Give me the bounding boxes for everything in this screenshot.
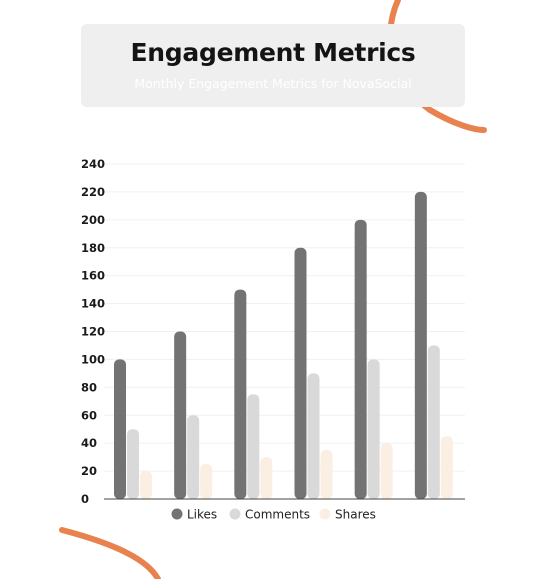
- bar-shares: [440, 436, 453, 499]
- bar-shares: [140, 471, 152, 499]
- y-axis-ticks: 0 20 40 60 80 100 120 140 160 180 200 220 240: [81, 157, 105, 506]
- bar-likes: [234, 289, 247, 499]
- y-tick-label: 20: [81, 464, 97, 478]
- bar-shares: [320, 450, 333, 499]
- title-box: Engagement Metrics Monthly Engagement Me…: [81, 24, 465, 107]
- legend-marker-comments: [229, 508, 241, 520]
- y-tick-label: 100: [81, 352, 105, 366]
- legend-marker-shares: [319, 508, 331, 520]
- bar-likes: [174, 331, 187, 499]
- legend-label-likes: Likes: [187, 508, 217, 522]
- y-tick-label: 220: [81, 185, 105, 199]
- y-tick-label: 200: [81, 213, 105, 227]
- gridlines: [104, 163, 465, 472]
- y-tick-label: 0: [81, 492, 89, 506]
- legend: Likes Comments Shares: [171, 508, 376, 522]
- bar-comments: [247, 394, 260, 499]
- y-tick-label: 40: [81, 436, 97, 450]
- bar-comments: [187, 415, 200, 499]
- bar-comments: [307, 373, 320, 499]
- y-tick-label: 140: [81, 297, 105, 311]
- legend-label-comments: Comments: [245, 508, 310, 522]
- chart-subtitle: Monthly Engagement Metrics for NovaSocia…: [134, 76, 412, 91]
- bar-shares: [260, 457, 273, 499]
- y-tick-label: 240: [81, 157, 105, 171]
- bar-comments: [127, 429, 139, 499]
- bar-shares: [200, 464, 213, 499]
- bar-likes: [414, 191, 427, 499]
- legend-marker-likes: [171, 508, 183, 520]
- bars: [114, 191, 453, 500]
- y-tick-label: 80: [81, 380, 97, 394]
- y-tick-label: 60: [81, 408, 97, 422]
- bar-likes: [354, 219, 367, 500]
- bar-shares: [380, 443, 393, 499]
- bar-comments: [427, 345, 440, 499]
- chart-title: Engagement Metrics: [130, 38, 416, 67]
- y-tick-label: 180: [81, 241, 105, 255]
- bar-likes: [114, 359, 126, 499]
- bar-comments: [367, 359, 380, 499]
- bar-likes: [294, 247, 307, 499]
- y-tick-label: 120: [81, 325, 105, 339]
- legend-label-shares: Shares: [335, 508, 376, 522]
- y-tick-label: 160: [81, 269, 105, 283]
